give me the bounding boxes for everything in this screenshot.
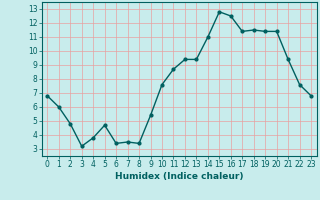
X-axis label: Humidex (Indice chaleur): Humidex (Indice chaleur) (115, 172, 244, 181)
